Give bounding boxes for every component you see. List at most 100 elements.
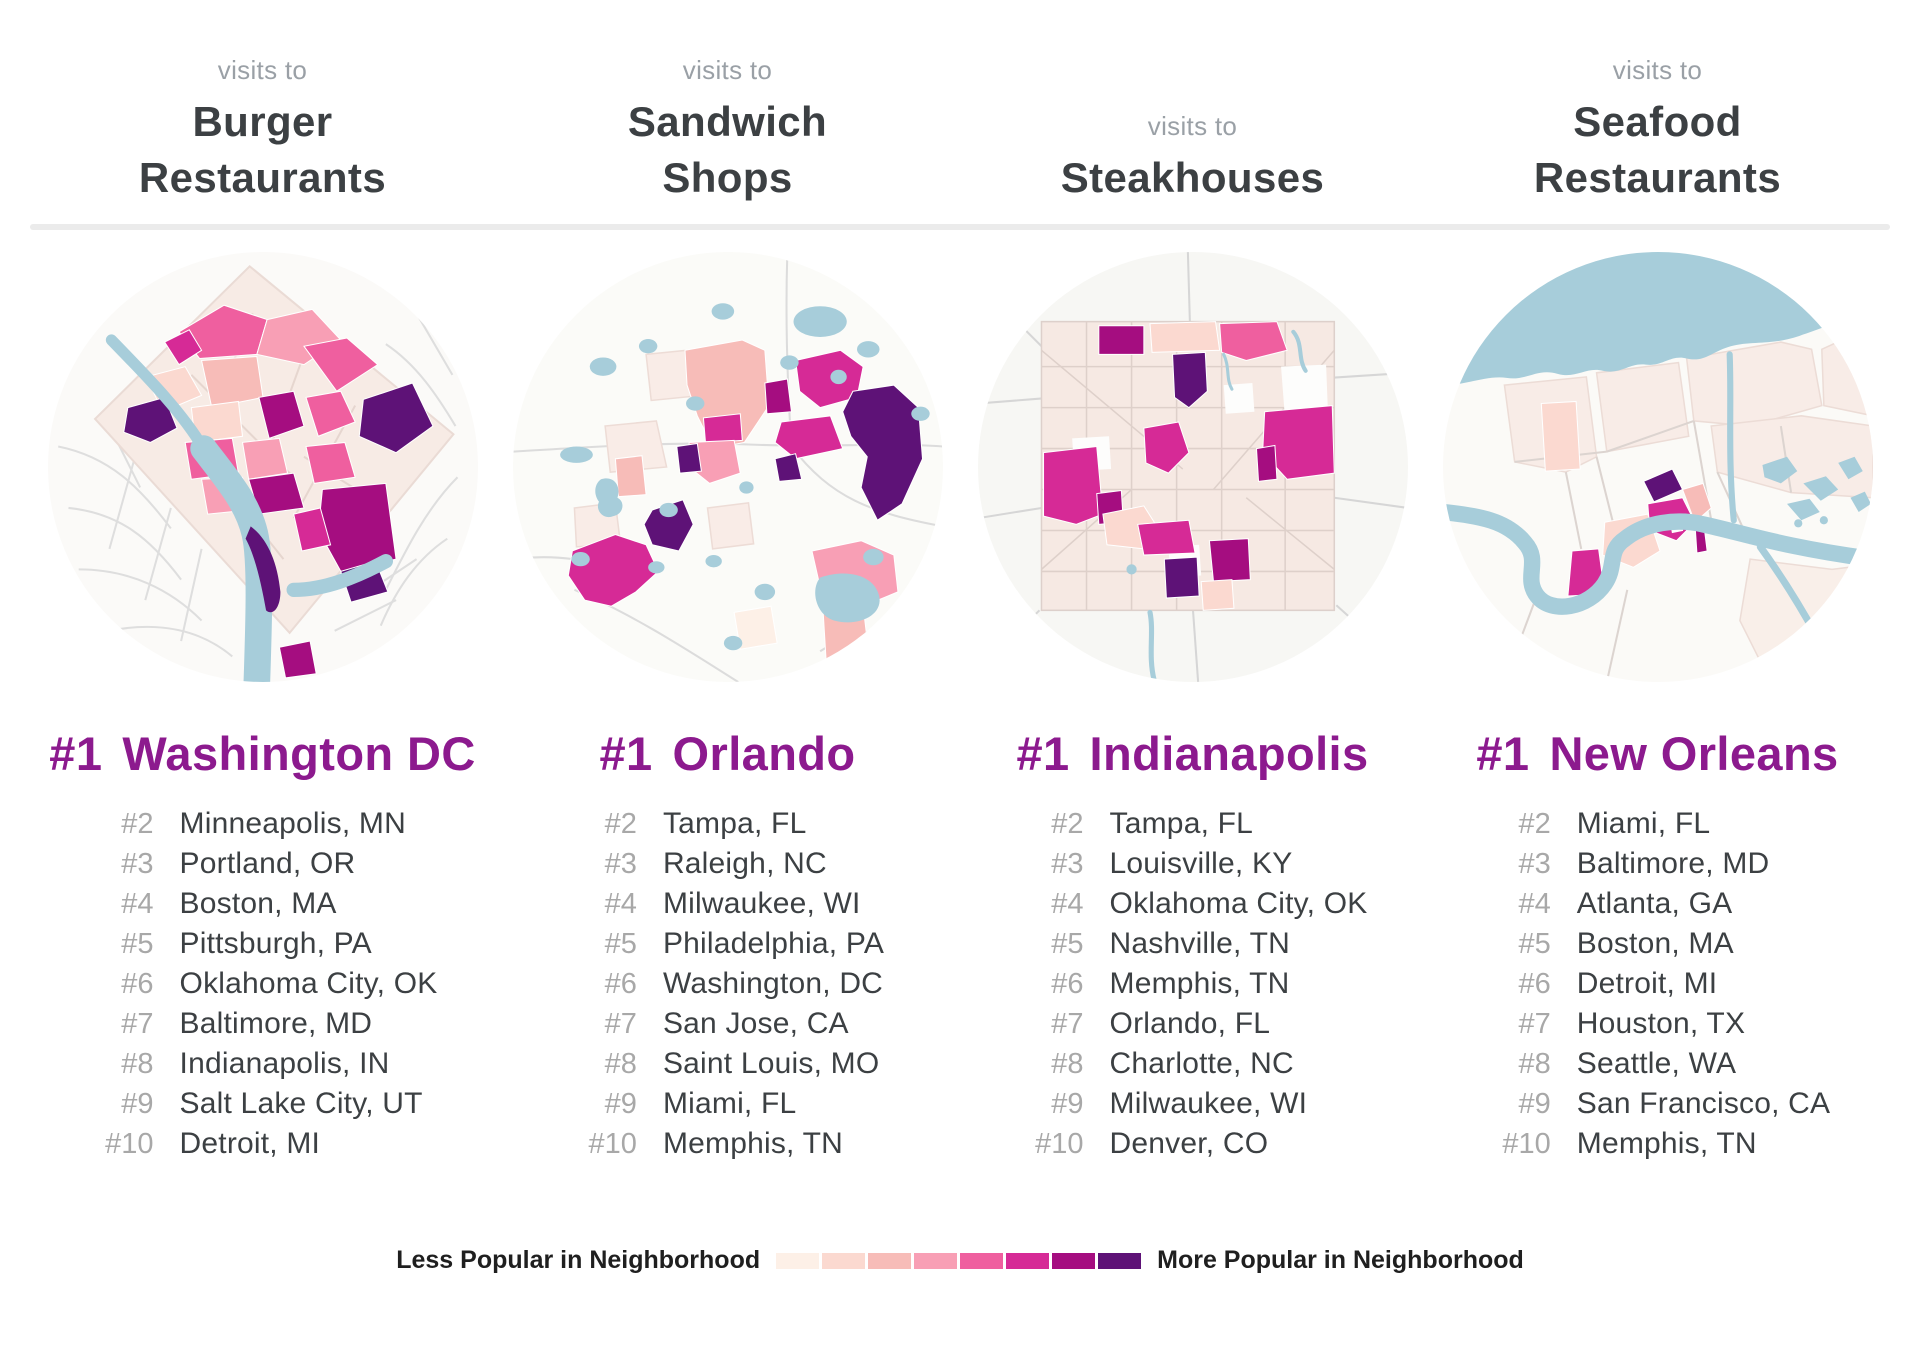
eyebrow-label: visits to	[217, 55, 308, 85]
city-label: Boston, MA	[179, 887, 337, 920]
rank-label: #3	[1051, 848, 1084, 880]
city-label: Portland, OR	[179, 847, 356, 880]
rank-label: #9	[604, 1088, 637, 1120]
color-swatch	[1006, 1252, 1050, 1269]
rank-label: #10	[1502, 1128, 1551, 1160]
list-item: #5 Boston, MA	[1485, 927, 1831, 967]
city-label: Orlando, FL	[1109, 1007, 1271, 1040]
rank-label: #5	[1518, 928, 1551, 960]
first-city: Washington DC	[122, 727, 476, 780]
list-item: #2 Miami, FL	[1485, 807, 1831, 847]
rank-label: #2	[1051, 808, 1084, 840]
first-rank: #1	[1476, 727, 1530, 780]
list-item: #8 Saint Louis, MO	[571, 1047, 884, 1087]
indianapolis-choropleth-map	[977, 252, 1408, 682]
new-orleans-map	[1442, 252, 1873, 682]
rank-label: #8	[121, 1048, 154, 1080]
list-item: #7 San Jose, CA	[571, 1007, 884, 1047]
ranked-city-list: #2 Minneapolis, MN #3 Portland, OR #4 Bo…	[88, 807, 438, 1167]
list-item: #2 Tampa, FL	[571, 807, 884, 847]
column-burger-restaurants: visits to Burger Restaurants	[30, 34, 495, 1167]
list-item: #9 Miami, FL	[571, 1087, 884, 1127]
first-city: Indianapolis	[1089, 727, 1369, 780]
list-item: #6 Washington, DC	[571, 967, 884, 1007]
rank-label: #2	[604, 808, 637, 840]
eyebrow-label: visits to	[682, 55, 773, 85]
list-item: #5 Pittsburgh, PA	[88, 927, 438, 967]
list-item: #6 Oklahoma City, OK	[88, 967, 438, 1007]
first-rank: #1	[599, 727, 653, 780]
list-item: #8 Charlotte, NC	[1018, 1047, 1368, 1087]
rank-label: #9	[121, 1088, 154, 1120]
city-label: Tampa, FL	[662, 807, 807, 840]
rank-label: #10	[105, 1128, 154, 1160]
list-item: #3 Louisville, KY	[1018, 847, 1368, 887]
category-title: Steakhouses	[1060, 154, 1325, 201]
rank-label: #10	[588, 1128, 637, 1160]
list-item: #9 Milwaukee, WI	[1018, 1087, 1368, 1127]
category-title: Seafood Restaurants	[1533, 98, 1782, 201]
color-swatch	[776, 1252, 820, 1269]
list-item: #4 Oklahoma City, OK	[1018, 887, 1368, 927]
rank-label: #8	[604, 1048, 637, 1080]
rank-label: #4	[1518, 888, 1551, 920]
legend-more-label: More Popular in Neighborhood	[1157, 1246, 1524, 1274]
eyebrow-label: visits to	[1147, 111, 1238, 141]
city-label: Memphis, TN	[1109, 967, 1290, 1000]
list-item: #4 Milwaukee, WI	[571, 887, 884, 927]
rank-label: #4	[604, 888, 637, 920]
rank-label: #7	[1051, 1008, 1084, 1040]
list-item: #6 Memphis, TN	[1018, 967, 1368, 1007]
city-label: Detroit, MI	[179, 1127, 321, 1160]
city-label: Memphis, TN	[1576, 1127, 1757, 1160]
column-sandwich-shops: visits to Sandwich Shops	[495, 34, 960, 1167]
city-label: Baltimore, MD	[1576, 847, 1770, 880]
streams	[1146, 329, 1308, 682]
list-item: #10 Memphis, TN	[571, 1127, 884, 1167]
list-item: #5 Nashville, TN	[1018, 927, 1368, 967]
city-label: Nashville, TN	[1109, 927, 1290, 960]
rank-label: #3	[121, 848, 154, 880]
rank-label: #6	[604, 968, 637, 1000]
rank-label: #3	[604, 848, 637, 880]
city-label: Philadelphia, PA	[662, 927, 885, 960]
rank-label: #9	[1051, 1088, 1084, 1120]
first-rank: #1	[49, 727, 103, 780]
list-item: #8 Seattle, WA	[1485, 1047, 1831, 1087]
list-item: #10 Denver, CO	[1018, 1127, 1368, 1167]
rank-label: #7	[604, 1008, 637, 1040]
rank-label: #2	[121, 808, 154, 840]
city-label: Oklahoma City, OK	[1109, 887, 1368, 920]
column-header: visits to Burger Restaurants	[139, 34, 386, 206]
city-label: Saint Louis, MO	[662, 1047, 880, 1080]
rank-label: #7	[121, 1008, 154, 1040]
list-item: #7 Baltimore, MD	[88, 1007, 438, 1047]
list-item: #7 Orlando, FL	[1018, 1007, 1368, 1047]
city-label: Detroit, MI	[1576, 967, 1718, 1000]
list-item: #4 Atlanta, GA	[1485, 887, 1831, 927]
city-label: Pittsburgh, PA	[179, 927, 372, 960]
outer-street-grid	[57, 312, 458, 658]
orlando-map	[512, 252, 943, 682]
category-title: Sandwich Shops	[627, 98, 828, 201]
ranked-city-list: #2 Miami, FL #3 Baltimore, MD #4 Atlanta…	[1485, 807, 1831, 1167]
list-item: #9 Salt Lake City, UT	[88, 1087, 438, 1127]
new-orleans-choropleth-map	[1442, 252, 1873, 682]
color-swatch	[914, 1252, 958, 1269]
legend-less-label: Less Popular in Neighborhood	[396, 1246, 761, 1274]
first-place-heading: #1 New Orleans	[1476, 726, 1838, 781]
list-item: #10 Detroit, MI	[88, 1127, 438, 1167]
popularity-legend: Less Popular in Neighborhood More Popula…	[0, 1246, 1920, 1275]
east-potomac-park-region	[245, 526, 280, 613]
washington-dc-map	[47, 252, 478, 682]
city-label: San Jose, CA	[662, 1007, 849, 1040]
list-item: #3 Raleigh, NC	[571, 847, 884, 887]
color-swatch	[822, 1252, 866, 1269]
city-label: Milwaukee, WI	[1109, 1087, 1308, 1120]
first-rank: #1	[1016, 727, 1070, 780]
city-label: Baltimore, MD	[179, 1007, 373, 1040]
city-label: Minneapolis, MN	[179, 807, 406, 840]
rank-label: #3	[1518, 848, 1551, 880]
column-steakhouses: visits to Steakhouses	[960, 34, 1425, 1167]
